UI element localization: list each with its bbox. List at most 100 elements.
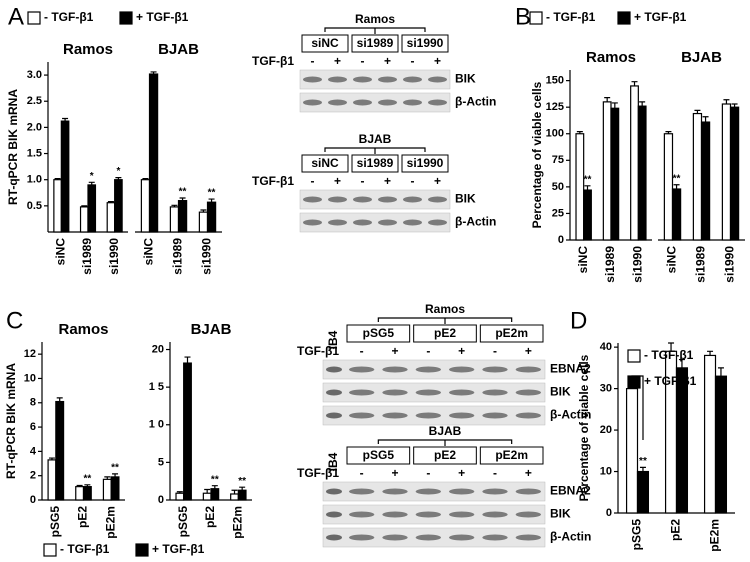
bar xyxy=(663,133,674,241)
bar xyxy=(206,201,217,233)
blot-band xyxy=(449,488,475,495)
bar xyxy=(625,388,639,514)
y-tick-label: 0 xyxy=(30,494,36,506)
legend-swatch xyxy=(617,11,631,25)
y-tick-label: 0 xyxy=(158,494,164,506)
legend-label: + TGF-β1 xyxy=(152,542,205,556)
bar xyxy=(53,179,62,233)
chart-title: Ramos xyxy=(58,321,108,338)
group-label: pSG5 xyxy=(363,448,395,462)
bar xyxy=(169,206,180,233)
blot-band xyxy=(382,366,408,373)
group-box xyxy=(401,34,449,53)
bar xyxy=(721,103,732,241)
lane-sign: - xyxy=(360,466,364,480)
y-axis-label: RT-qPCR BIK mRNA xyxy=(4,363,18,479)
bar xyxy=(106,202,116,233)
bar xyxy=(110,476,120,501)
error-bar xyxy=(604,97,611,102)
blot-band xyxy=(428,99,447,106)
chart-title: Ramos xyxy=(63,41,113,58)
legend-swatch xyxy=(135,543,149,557)
significance-label: * xyxy=(116,166,120,177)
error-bar xyxy=(104,476,111,480)
bar xyxy=(210,488,220,501)
significance-label: ** xyxy=(238,476,246,487)
panel-letter: A xyxy=(8,3,24,30)
blot-band xyxy=(482,412,508,419)
error-bar xyxy=(665,131,672,134)
control-lane-label: IB4 xyxy=(326,452,340,471)
error-bar xyxy=(673,184,680,189)
treatment-label: TGF-β1 xyxy=(297,344,339,358)
bar xyxy=(630,85,639,241)
blot-band xyxy=(349,366,375,373)
bar xyxy=(114,179,123,233)
x-tick-label: pE2 xyxy=(203,506,217,528)
blot-strip xyxy=(299,212,451,233)
blot-band xyxy=(428,76,447,83)
blot-band xyxy=(482,511,508,518)
group-box xyxy=(301,34,349,53)
group-label: pE2m xyxy=(495,326,528,340)
significance-label: ** xyxy=(584,174,592,185)
blot-band xyxy=(428,219,447,226)
blot-band xyxy=(382,389,408,396)
blot-band xyxy=(403,219,422,226)
bar xyxy=(671,188,682,241)
blot-band xyxy=(353,196,372,203)
blot-band xyxy=(415,366,442,373)
error-bar xyxy=(184,356,191,364)
x-tick-label: siNC xyxy=(576,246,590,274)
lane-sign: - xyxy=(493,466,497,480)
bar xyxy=(102,478,112,501)
blot-band xyxy=(403,99,422,106)
lane-sign: - xyxy=(426,344,430,358)
y-tick-label: 10 xyxy=(24,372,36,384)
blot-band xyxy=(415,412,442,419)
group-label: si1989 xyxy=(357,156,394,170)
error-bar xyxy=(88,181,95,185)
y-tick-label: 100 xyxy=(546,128,564,140)
bar xyxy=(692,112,703,241)
lane-sign: + xyxy=(525,344,532,358)
error-bar xyxy=(76,484,83,487)
panel-letter: C xyxy=(6,307,23,334)
x-tick-label: pSG5 xyxy=(48,506,62,538)
legend-swatch xyxy=(627,349,641,363)
y-tick-label: 20 xyxy=(600,424,612,436)
error-bar xyxy=(179,197,186,201)
bar xyxy=(583,189,592,241)
bar xyxy=(82,486,92,501)
y-tick-label: 20 xyxy=(152,343,164,355)
blot-strip xyxy=(299,92,451,113)
error-bar xyxy=(54,178,61,180)
error-bar xyxy=(717,367,724,377)
blot-bracket xyxy=(377,439,513,446)
chart-title: BJAB xyxy=(681,49,722,66)
legend-label: + TGF-β1 xyxy=(136,10,189,24)
blot-band xyxy=(449,366,475,373)
bar xyxy=(602,101,612,241)
y-tick-label: 125 xyxy=(546,101,564,113)
blot-band xyxy=(328,99,347,106)
error-bar xyxy=(576,131,583,134)
error-bar xyxy=(171,204,178,207)
y-tick-label: 2.5 xyxy=(27,95,42,107)
blot-band xyxy=(415,389,442,396)
treatment-label: TGF-β1 xyxy=(252,174,294,188)
bar xyxy=(675,367,689,514)
lane-sign: + xyxy=(434,174,441,188)
error-bar xyxy=(631,81,638,86)
error-bar xyxy=(142,178,149,180)
significance-label: ** xyxy=(83,473,91,484)
error-bar xyxy=(694,109,701,114)
y-tick-label: 3.0 xyxy=(27,69,42,81)
band-label: BIK xyxy=(550,507,571,521)
bar xyxy=(177,200,188,233)
lane-sign: - xyxy=(360,344,364,358)
band-label: BIK xyxy=(455,192,476,206)
significance-label: ** xyxy=(639,456,647,467)
blot-band xyxy=(415,511,442,518)
blot-band xyxy=(378,219,397,226)
